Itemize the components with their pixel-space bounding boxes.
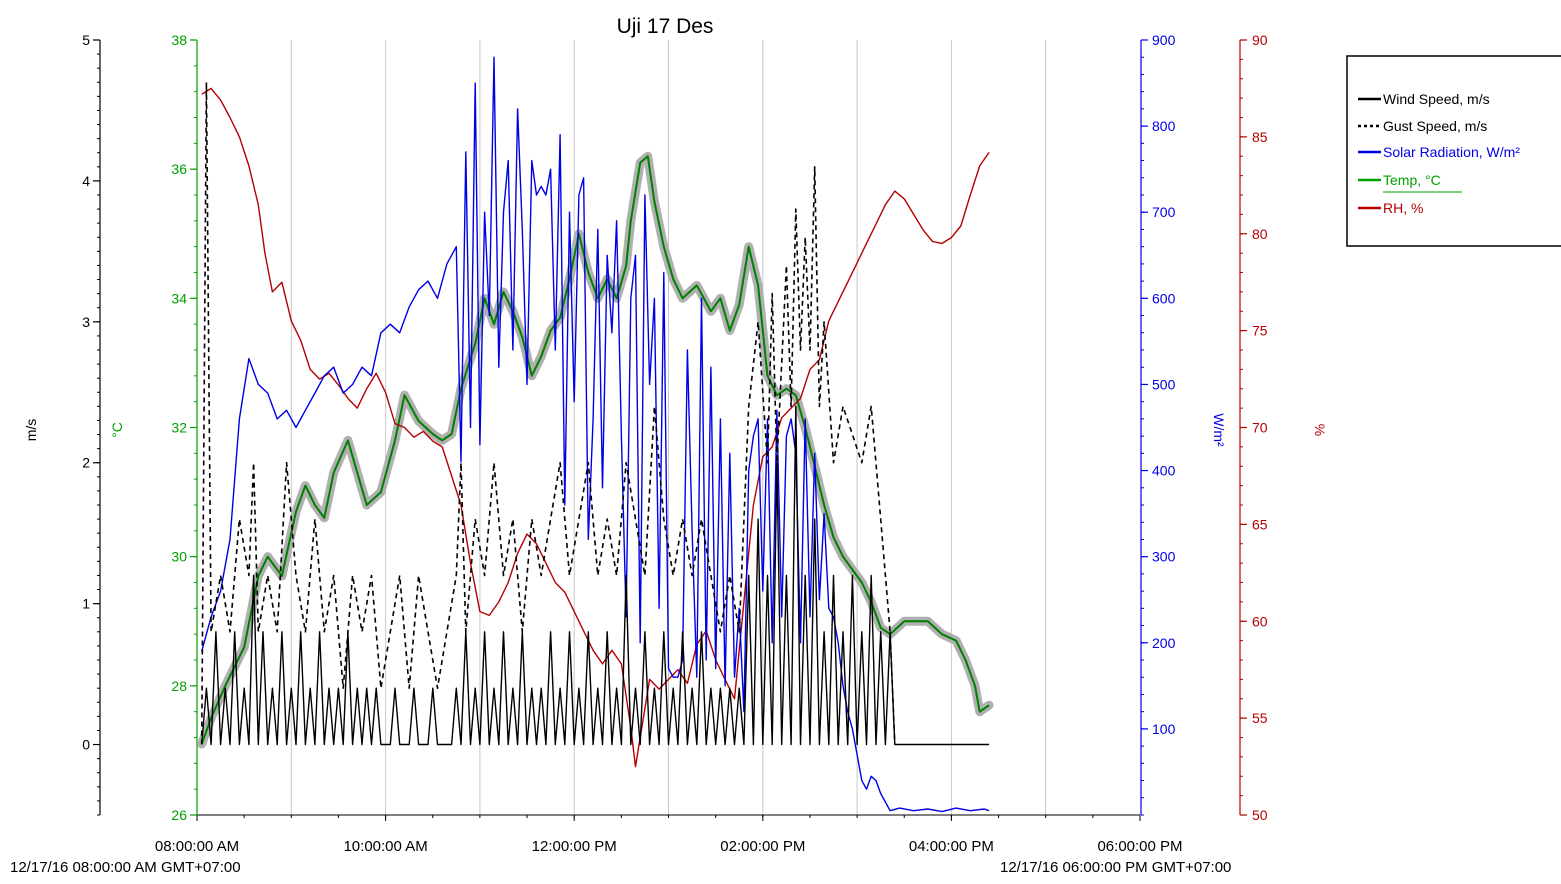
series-wind-line: [201, 405, 990, 746]
rh-tick-label: 50: [1252, 807, 1268, 823]
x-tick-label: 12:00:00 PM: [532, 838, 617, 855]
rh-axis-label: %: [1312, 424, 1328, 436]
solar-tick-label: 900: [1152, 32, 1176, 48]
series-rh-line: [201, 87, 990, 768]
axis-layer: 08:00:00 AM 10:00:00 AM 12:00:00 PM 02:00:0…: [82, 32, 1268, 855]
temp-tick-label: 38: [171, 32, 187, 48]
rh-tick-label: 90: [1252, 32, 1268, 48]
rh-tick-label: 55: [1252, 710, 1268, 726]
temp-tick-label: 32: [171, 420, 187, 436]
legend-label-temp: Temp, °C: [1383, 172, 1441, 188]
solar-tick-label: 100: [1152, 721, 1176, 737]
solar-tick-label: 500: [1152, 376, 1176, 392]
legend-label-rh: RH, %: [1383, 200, 1423, 216]
solar-axis-label: W/m²: [1211, 413, 1227, 447]
temp-tick-label: 30: [171, 549, 187, 565]
x-tick-label: 02:00:00 PM: [720, 838, 805, 855]
rh-tick-label: 65: [1252, 516, 1268, 532]
solar-tick-label: 600: [1152, 290, 1176, 306]
wind-tick-label: 0: [82, 737, 90, 753]
wind-tick-label: 4: [82, 173, 90, 189]
wind-tick-label: 3: [82, 314, 90, 330]
series-temp-line: [200, 155, 990, 745]
legend-label-gust: Gust Speed, m/s: [1383, 118, 1487, 134]
temp-tick-label: 26: [171, 807, 187, 823]
x-tick-label: 08:00:00 AM: [155, 838, 239, 855]
solar-tick-label: 400: [1152, 463, 1176, 479]
solar-tick-label: 300: [1152, 549, 1176, 565]
series-solar-line: [201, 56, 990, 813]
wind-axis-label: m/s: [23, 419, 39, 442]
wind-tick-label: 5: [82, 32, 90, 48]
x-tick-label: 06:00:00 PM: [1097, 838, 1182, 855]
solar-tick-label: 700: [1152, 204, 1176, 220]
x-start-label: 12/17/16 08:00:00 AM GMT+07:00: [10, 859, 241, 876]
chart-title: Uji 17 Des: [617, 15, 714, 38]
rh-tick-label: 80: [1252, 226, 1268, 242]
temp-tick-label: 34: [171, 290, 187, 306]
x-tick-label: 04:00:00 PM: [909, 838, 994, 855]
solar-tick-label: 800: [1152, 118, 1176, 134]
legend-label-solar: Solar Radiation, W/m²: [1383, 144, 1520, 160]
legend: Wind Speed, m/s Gust Speed, m/s Solar Ra…: [1346, 55, 1561, 247]
series-layer: [197, 56, 994, 813]
legend-label-wind: Wind Speed, m/s: [1383, 91, 1490, 107]
temp-tick-label: 28: [171, 678, 187, 694]
x-tick-label: 10:00:00 AM: [343, 838, 427, 855]
x-end-label: 12/17/16 06:00:00 PM GMT+07:00: [1000, 859, 1231, 876]
legend-item-rh: RH, %: [1358, 200, 1423, 216]
temp-tick-label: 36: [171, 161, 187, 177]
temp-axis-label: °C: [109, 422, 125, 438]
rh-tick-label: 60: [1252, 613, 1268, 629]
legend-item-gust: Gust Speed, m/s: [1358, 118, 1487, 134]
rh-tick-label: 70: [1252, 420, 1268, 436]
legend-box: [1346, 55, 1561, 247]
wind-tick-label: 2: [82, 455, 90, 471]
legend-item-wind: Wind Speed, m/s: [1358, 91, 1490, 107]
series-gust-line: [200, 81, 896, 745]
wind-tick-label: 1: [82, 596, 90, 612]
rh-tick-label: 75: [1252, 323, 1268, 339]
legend-item-temp: Temp, °C: [1358, 172, 1462, 193]
rh-tick-label: 85: [1252, 129, 1268, 145]
legend-item-solar: Solar Radiation, W/m²: [1358, 144, 1520, 160]
solar-tick-label: 200: [1152, 635, 1176, 651]
grid-layer: [290, 40, 1047, 815]
